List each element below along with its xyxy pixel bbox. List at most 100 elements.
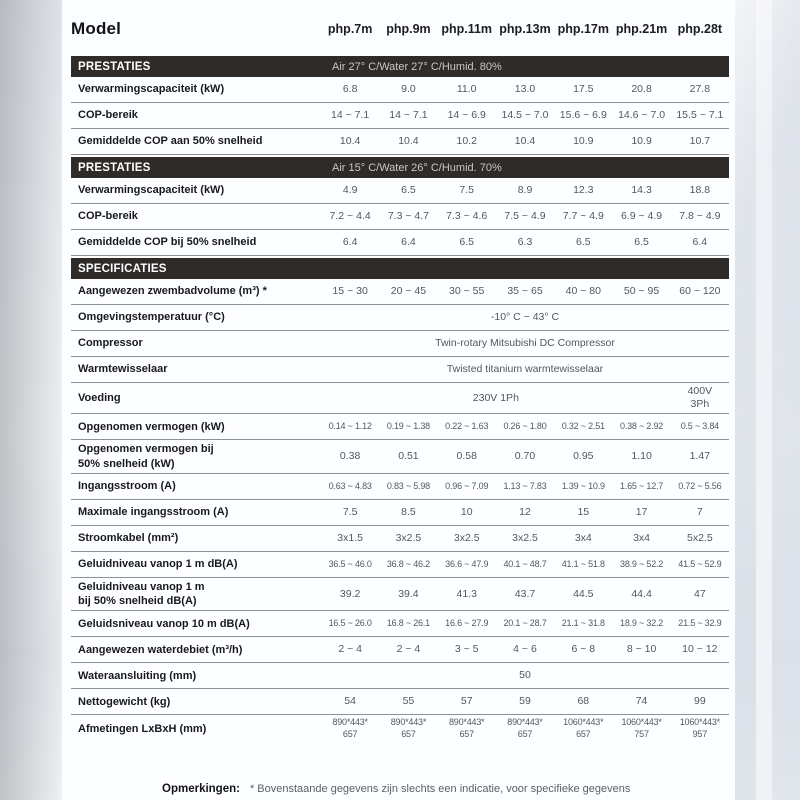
section-condition: Air 15° C/Water 26° C/Humid. 70%	[332, 161, 502, 174]
section-header-bar: PRESTATIES Air 15° C/Water 26° C/Humid. 7…	[71, 157, 729, 178]
row-value: 8.5	[401, 505, 416, 518]
row-value: 0.63 ~ 4.83	[328, 480, 372, 491]
row-value: 30 ~ 55	[449, 284, 485, 297]
row-label: Geluidniveau vanop 1 m dB(A)	[78, 558, 238, 571]
row-value: 47	[694, 587, 706, 600]
row-value: 20 ~ 45	[390, 284, 427, 297]
row-value: 0.5 ~ 3.84	[680, 421, 719, 432]
row-value: 20.8	[631, 82, 652, 95]
section-header-bar: SPECIFICATIES	[71, 258, 729, 279]
row-value: 0.14 ~ 1.12	[328, 421, 372, 432]
row-value: 74	[635, 695, 648, 708]
row-label: Voeding	[78, 391, 121, 404]
row-value: 6.5	[634, 235, 649, 248]
row-value: 36.8 ~ 46.2	[386, 558, 430, 569]
row-value: 41.3	[456, 587, 477, 600]
row-value: 10.2	[456, 134, 477, 147]
table-row: Opgenomen vermogen (kW) 0.14 ~ 1.12 0.19 ~…	[71, 414, 729, 441]
row-value-span: Twisted titanium warmtewisselaar	[446, 362, 604, 375]
row-value-span: 230V 1Ph	[472, 391, 519, 404]
table-row: Geluidniveau vanop 1 m bij 50% snelheid …	[71, 578, 729, 612]
row-value: 41.1 ~ 51.8	[561, 558, 605, 569]
row-value: 400V 3Ph	[687, 385, 713, 411]
row-value: 1.39 ~ 10.9	[561, 480, 605, 491]
row-value: 3 ~ 5	[454, 643, 479, 656]
row-value: 99	[694, 695, 706, 708]
table-row: Stroomkabel (mm²) 3x1.5 3x2.5 3x2.5 3x2.5 3x4…	[71, 526, 729, 552]
table-row: Wateraansluiting (mm) 50	[71, 663, 729, 690]
row-value: 27.8	[689, 82, 711, 95]
row-value: 43.7	[514, 587, 536, 600]
row-value: 3x4	[633, 531, 651, 544]
row-value-span: Twin-rotary Mitsubishi DC Compressor	[435, 336, 615, 349]
row-value: 3x2.5	[453, 531, 480, 544]
table-row: Afmetingen LxBxH (mm) 890*443* 657 890*443…	[71, 715, 729, 742]
row-value: 10.7	[689, 134, 711, 147]
table-row: Aangewezen zwembadvolume (m³) * 15 ~ 30 20…	[71, 279, 729, 305]
row-value: 13.0	[514, 82, 536, 95]
row-value: 6.3	[517, 235, 533, 248]
row-value: 14.5 ~ 7.0	[501, 108, 549, 121]
column-header: php.28t	[677, 22, 723, 36]
row-value: 14.6 ~ 7.0	[618, 108, 666, 121]
row-label: Afmetingen LxBxH (mm)	[78, 722, 207, 735]
row-value: 50 ~ 95	[623, 284, 660, 297]
row-value: 41.5 ~ 52.9	[678, 558, 722, 569]
row-value: 4 ~ 6	[513, 643, 537, 656]
row-value: 20.1 ~ 28.7	[503, 618, 547, 629]
row-value: 0.22 ~ 1.63	[445, 421, 489, 432]
row-label: Opgenomen vermogen (kW)	[78, 420, 225, 433]
row-value: 16.6 ~ 27.9	[445, 618, 489, 629]
row-value: 2 ~ 4	[338, 643, 362, 656]
row-value: 16.5 ~ 26.0	[328, 618, 372, 629]
row-value: 54	[344, 695, 356, 708]
row-value: 1.10	[631, 449, 652, 462]
row-value: 36.6 ~ 47.9	[445, 558, 489, 569]
row-label: COP-bereik	[78, 109, 138, 122]
row-value: 0.83 ~ 5.98	[386, 480, 430, 491]
row-value: 4.9	[342, 183, 358, 196]
row-value: 17	[635, 505, 648, 518]
row-value: 10.4	[514, 134, 536, 147]
row-value: 890*443* 657	[390, 717, 427, 739]
section-title: PRESTATIES	[78, 161, 151, 174]
row-value: 6 ~ 8	[571, 643, 596, 656]
row-label: Stroomkabel (mm²)	[78, 532, 179, 545]
table-row: Geluidsniveau vanop 10 m dB(A) 16.5 ~ 26.…	[71, 611, 729, 638]
row-value: 0.32 ~ 2.51	[561, 421, 605, 432]
row-value: 7.3 ~ 4.6	[446, 209, 488, 222]
row-value: 0.38	[339, 449, 361, 462]
row-value: 6.8	[342, 82, 358, 95]
row-value: 6.4	[692, 235, 708, 248]
row-value: 7.5 ~ 4.9	[504, 209, 546, 222]
row-value: 0.38 ~ 2.92	[620, 421, 664, 432]
row-value: 10.9	[631, 134, 652, 147]
row-value: 0.96 ~ 7.09	[445, 480, 489, 491]
row-label: Verwarmingscapaciteit (kW)	[78, 184, 225, 197]
row-value: 890*443* 657	[507, 717, 543, 739]
row-value: 12	[519, 505, 531, 518]
table-row: Warmtewisselaar Twisted titanium warmtewi…	[71, 357, 729, 383]
row-value: 3x1.5	[337, 531, 363, 544]
model-header-label: Model	[71, 19, 122, 38]
row-value: 21.5 ~ 32.9	[678, 618, 722, 629]
content-panel: Model php.7m php.9m php.11m php.13m php.…	[62, 0, 735, 800]
row-value: 55	[402, 695, 415, 708]
row-label: Compressor	[78, 337, 143, 350]
row-value: 59	[519, 695, 531, 708]
row-value: 38.9 ~ 52.2	[620, 558, 664, 569]
row-value-span: 50	[519, 669, 531, 682]
row-value: 14 ~ 7.1	[389, 108, 428, 121]
row-value: 39.4	[398, 587, 419, 600]
row-value: 18.8	[689, 183, 711, 196]
row-value: 0.51	[398, 449, 419, 462]
row-value: 9.0	[401, 82, 416, 95]
row-value: 0.26 ~ 1.80	[503, 421, 547, 432]
table-row: Verwarmingscapaciteit (kW) 6.8 9.0 11.0 13.0…	[71, 77, 729, 103]
table-row: Omgevingstemperatuur (°C) -10° C ~ 43° C	[71, 305, 729, 331]
row-value: 6.4	[401, 235, 416, 248]
table-row: Geluidniveau vanop 1 m dB(A) 36.5 ~ 46.0 3…	[71, 552, 729, 578]
table-row: Maximale ingangsstroom (A) 7.5 8.5 10 12 15 17…	[71, 500, 729, 526]
row-value: 21.1 ~ 31.8	[561, 618, 605, 629]
row-value: 44.5	[573, 587, 594, 600]
